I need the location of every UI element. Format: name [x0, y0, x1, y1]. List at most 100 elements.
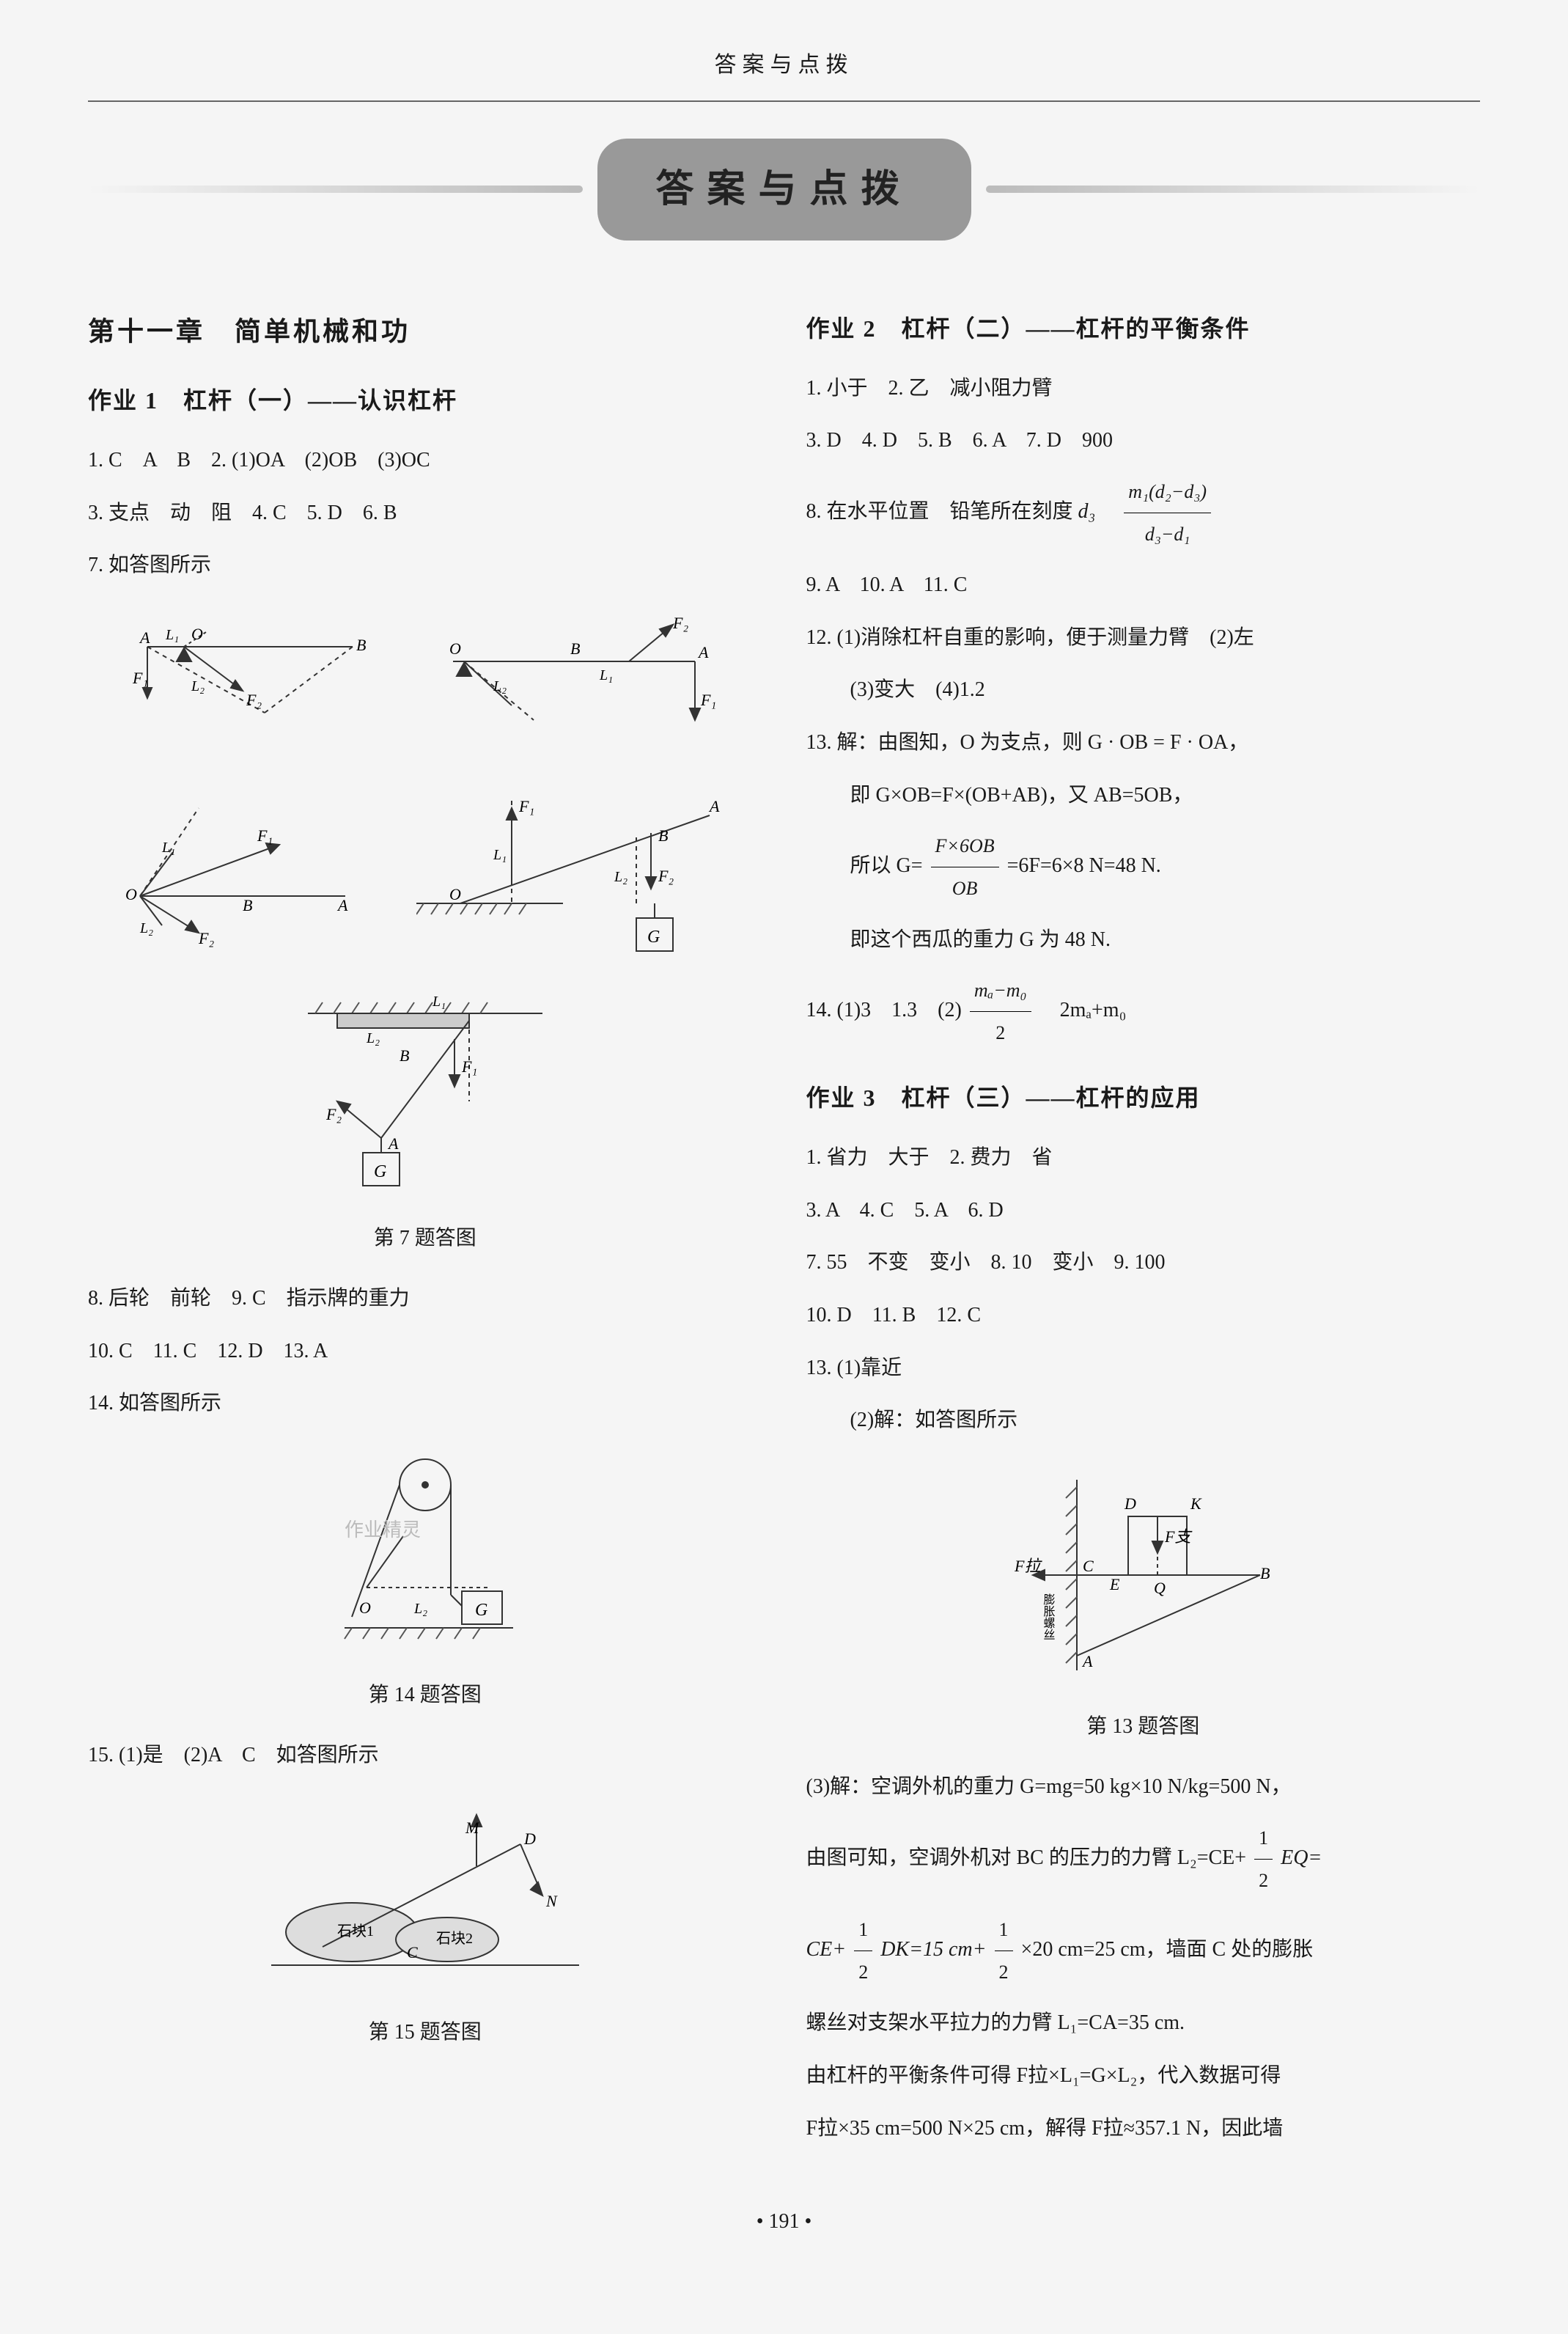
hw2-l1: 1. 小于 2. 乙 减小阻力臂 [806, 366, 1481, 411]
hw3-l12: F拉×35 cm=500 N×25 cm，解得 F拉≈357.1 N，因此墙 [806, 2106, 1481, 2151]
svg-text:F支: F支 [1164, 1527, 1193, 1546]
svg-text:Q: Q [1154, 1579, 1166, 1597]
svg-text:F₁: F₁ [461, 1057, 477, 1076]
frac-half2: 1 2 [854, 1909, 872, 1993]
frac-q8: m₁(d₂−d₃) d₃−d₁ [1124, 471, 1211, 555]
hw3-l11: 由杠杆的平衡条件可得 F拉×L₁=G×L₂，代入数据可得 [806, 2053, 1481, 2099]
hw2-l10b: 2mₐ+m₀ [1039, 999, 1127, 1021]
svg-text:L₂: L₂ [139, 920, 153, 936]
hw3-title: 作业 3 杠杆（三）——杠杆的应用 [806, 1076, 1481, 1120]
svg-text:L₂: L₂ [493, 678, 507, 694]
svg-text:N: N [545, 1892, 558, 1910]
frac-q13: F×6OB OB [931, 825, 999, 909]
frac-half3-num: 1 [995, 1909, 1013, 1951]
frac-half1: 1 2 [1254, 1817, 1273, 1901]
hw2-l3: 8. 在水平位置 铅笔所在刻度 d₃ m₁(d₂−d₃) d₃−d₁ [806, 471, 1481, 555]
frac-half1-den: 2 [1254, 1860, 1273, 1901]
q14-caption: 第 14 题答图 [88, 1676, 762, 1714]
hw1-line3: 7. 如答图所示 [88, 543, 762, 588]
hw2-l9: 即这个西瓜的重力 G 为 48 N. [806, 917, 1481, 963]
hw2-l4: 9. A 10. A 11. C [806, 562, 1481, 608]
q7-diagram-1: A L₁ O B F₁ L₂ F₂ [118, 610, 397, 757]
hw3-l3: 7. 55 不变 变小 8. 10 变小 9. 100 [806, 1240, 1481, 1285]
q7-caption: 第 7 题答图 [88, 1219, 762, 1258]
svg-text:D: D [1124, 1494, 1136, 1513]
hw3-l8b: EQ= [1281, 1846, 1322, 1869]
hw2-l6: 13. 解：由图知，O 为支点，则 G · OB = F · OA， [806, 720, 1481, 766]
hw2-l8b: =6F=6×8 N=48 N. [1007, 854, 1161, 877]
hw3-l10: 螺丝对支架水平拉力的力臂 L₁=CA=35 cm. [806, 2000, 1481, 2046]
svg-text:膨胀螺丝: 膨胀螺丝 [1042, 1593, 1056, 1640]
svg-text:B: B [400, 1046, 409, 1065]
svg-text:A: A [1081, 1652, 1093, 1670]
svg-text:L₂: L₂ [191, 678, 205, 694]
svg-text:C: C [1083, 1557, 1094, 1575]
frac-q8-den: d₃−d₁ [1124, 513, 1211, 555]
svg-text:F₂: F₂ [246, 691, 262, 709]
hw3-l1: 1. 省力 大于 2. 费力 省 [806, 1135, 1481, 1181]
svg-text:O: O [359, 1599, 371, 1617]
hw2-l10: 14. (1)3 1.3 (2) mₐ−m₀ 2 2mₐ+m₀ [806, 969, 1481, 1054]
hw3-l7: (3)解：空调外机的重力 G=mg=50 kg×10 N/kg=500 N， [806, 1764, 1481, 1810]
svg-text:L₁: L₁ [599, 667, 613, 683]
hw2-l8: 所以 G= F×6OB OB =6F=6×8 N=48 N. [806, 825, 1481, 909]
hw2-l2: 3. D 4. D 5. B 6. A 7. D 900 [806, 418, 1481, 463]
svg-text:L₁: L₁ [165, 627, 179, 643]
q7-diagrams-row1: A L₁ O B F₁ L₂ F₂ O [88, 603, 762, 764]
svg-text:F₂: F₂ [658, 867, 674, 885]
svg-text:B: B [356, 636, 366, 654]
q7-diagram-3: O L₁ F₁ B A L₂ F₂ [111, 786, 389, 947]
hw3-l9b: DK=15 cm+ [880, 1938, 986, 1961]
hw3-l8: 由图可知，空调外机对 BC 的压力的力臂 L₂=CE+ 1 2 EQ= [806, 1817, 1481, 1901]
svg-text:A: A [139, 628, 150, 647]
banner-box: 答案与点拨 [597, 139, 971, 241]
frac-q8-num: m₁(d₂−d₃) [1124, 471, 1211, 513]
frac-half2-den: 2 [854, 1951, 872, 1993]
svg-text:F₂: F₂ [325, 1105, 342, 1123]
hw3-l9a: CE+ [806, 1938, 847, 1961]
svg-text:F₂: F₂ [198, 929, 214, 947]
hw1-line6: 14. 如答图所示 [88, 1381, 762, 1426]
hw2-l7: 即 G×OB=F×(OB+AB)，又 AB=5OB， [806, 773, 1481, 818]
q15-caption: 第 15 题答图 [88, 2013, 762, 2052]
right-column: 作业 2 杠杆（二）——杠杆的平衡条件 1. 小于 2. 乙 减小阻力臂 3. … [806, 285, 1481, 2158]
q7-diagram-4: A B F₁ L₁ O L₂ F₂ G [416, 786, 739, 962]
hw2-title: 作业 2 杠杆（二）——杠杆的平衡条件 [806, 307, 1481, 351]
q14-diagram: O L₂ G 作业精灵 [88, 1441, 762, 1661]
svg-text:K: K [1190, 1494, 1202, 1513]
q7-diagrams-row3: L₁ L₂ B F₁ F₂ A G [88, 984, 762, 1204]
svg-text:D: D [523, 1830, 536, 1848]
q7-diagrams-row2: O L₁ F₁ B A L₂ F₂ [88, 779, 762, 969]
svg-text:G: G [374, 1162, 386, 1181]
svg-text:M: M [465, 1819, 480, 1837]
hw3-l5: 13. (1)靠近 [806, 1346, 1481, 1391]
svg-text:B: B [1260, 1564, 1270, 1582]
svg-text:B: B [658, 826, 668, 845]
hw3-l4: 10. D 11. B 12. C [806, 1293, 1481, 1338]
page-number: • 191 • [88, 2202, 1480, 2241]
hw2-l8a: 所以 G= [850, 854, 923, 877]
frac-half1-num: 1 [1254, 1817, 1273, 1860]
svg-text:G: G [647, 928, 660, 947]
hw1-title: 作业 1 杠杆（一）——认识杠杆 [88, 378, 762, 423]
frac-q13-num: F×6OB [931, 825, 999, 867]
svg-text:F₂: F₂ [672, 614, 688, 632]
svg-text:L₂: L₂ [413, 1601, 427, 1617]
title-banner: 答案与点拨 [88, 139, 1480, 241]
hw3-l9: CE+ 1 2 DK=15 cm+ 1 2 ×20 cm=25 cm，墙面 C … [806, 1909, 1481, 1993]
frac-q14-den: 2 [970, 1012, 1031, 1054]
frac-q14: mₐ−m₀ 2 [970, 969, 1031, 1054]
svg-text:B: B [570, 639, 580, 658]
banner-line-right [986, 186, 1481, 193]
frac-half3-den: 2 [995, 1951, 1013, 1993]
hw1-line5: 10. C 11. C 12. D 13. A [88, 1329, 762, 1374]
hw2-l5b: (3)变大 (4)1.2 [806, 667, 1481, 713]
q7-diagram-5: L₁ L₂ B F₁ F₂ A G [293, 991, 557, 1197]
svg-text:A: A [697, 643, 709, 661]
q7-diagram-2: O B L₁ A F₂ F₁ L₂ [424, 610, 732, 757]
svg-text:F₁: F₁ [518, 797, 534, 815]
svg-text:F₁: F₁ [700, 691, 716, 709]
svg-text:L₂: L₂ [366, 1030, 380, 1046]
banner-line-left [88, 186, 583, 193]
chapter-title: 第十一章 简单机械和功 [88, 307, 762, 356]
